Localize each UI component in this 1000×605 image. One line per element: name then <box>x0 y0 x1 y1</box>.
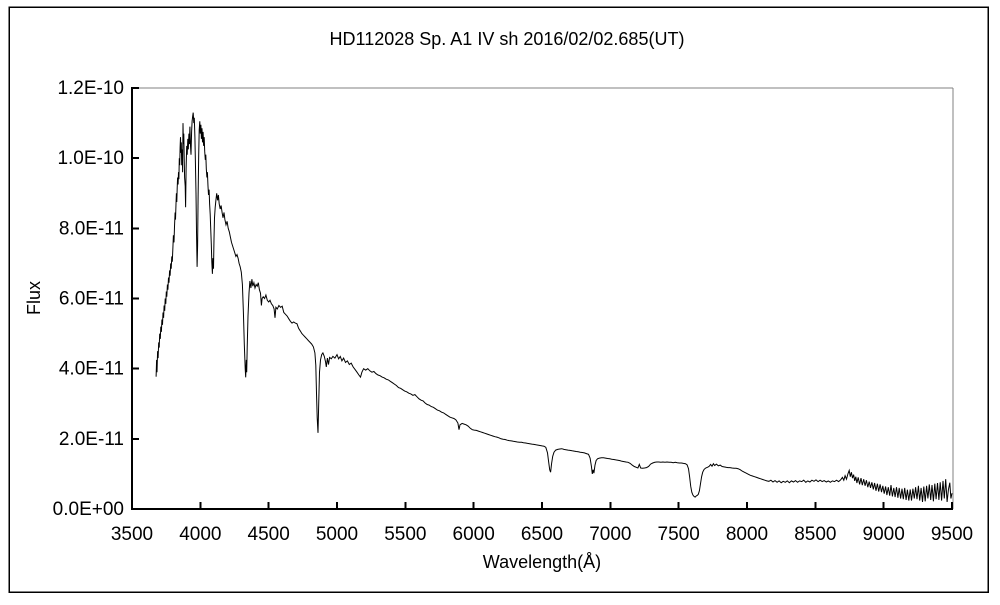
x-axis-title: Wavelength(Å) <box>483 552 601 572</box>
y-axis-title: Flux <box>24 281 44 315</box>
y-tick-label: 4.0E-11 <box>59 359 124 380</box>
y-tick-label: 1.0E-10 <box>57 148 124 169</box>
spectrum-line <box>155 112 953 503</box>
y-tick-label: 1.2E-10 <box>57 78 124 99</box>
x-tick-label: 7500 <box>658 524 700 545</box>
image-border <box>8 6 989 593</box>
chart-title: HD112028 Sp. A1 IV sh 2016/02/02.685(UT) <box>330 29 685 49</box>
x-tick-label: 8500 <box>794 524 836 545</box>
y-tick-label: 0.0E+00 <box>53 499 124 520</box>
y-tick-label: 2.0E-11 <box>59 429 124 450</box>
x-tick-label: 9000 <box>863 524 905 545</box>
y-tick-label: 6.0E-11 <box>59 289 124 310</box>
x-tick-label: 4500 <box>248 524 290 545</box>
x-tick-label: 7000 <box>589 524 631 545</box>
x-tick-label: 5000 <box>316 524 358 545</box>
x-ticks: 3500 4000 4500 5000 5500 6000 6500 7000 7500 8000… <box>111 502 973 545</box>
x-tick-label: 6000 <box>453 524 495 545</box>
x-tick-label: 3500 <box>111 524 153 545</box>
x-tick-label: 6500 <box>521 524 563 545</box>
x-tick-label: 4000 <box>179 524 221 545</box>
y-ticks: 0.0E+00 2.0E-11 4.0E-11 6.0E-11 8.0E-11 1.0E-… <box>53 78 139 520</box>
x-tick-label: 8000 <box>726 524 768 545</box>
y-tick-label: 8.0E-11 <box>59 218 124 239</box>
x-tick-label: 9500 <box>931 524 973 545</box>
x-tick-label: 5500 <box>384 524 426 545</box>
